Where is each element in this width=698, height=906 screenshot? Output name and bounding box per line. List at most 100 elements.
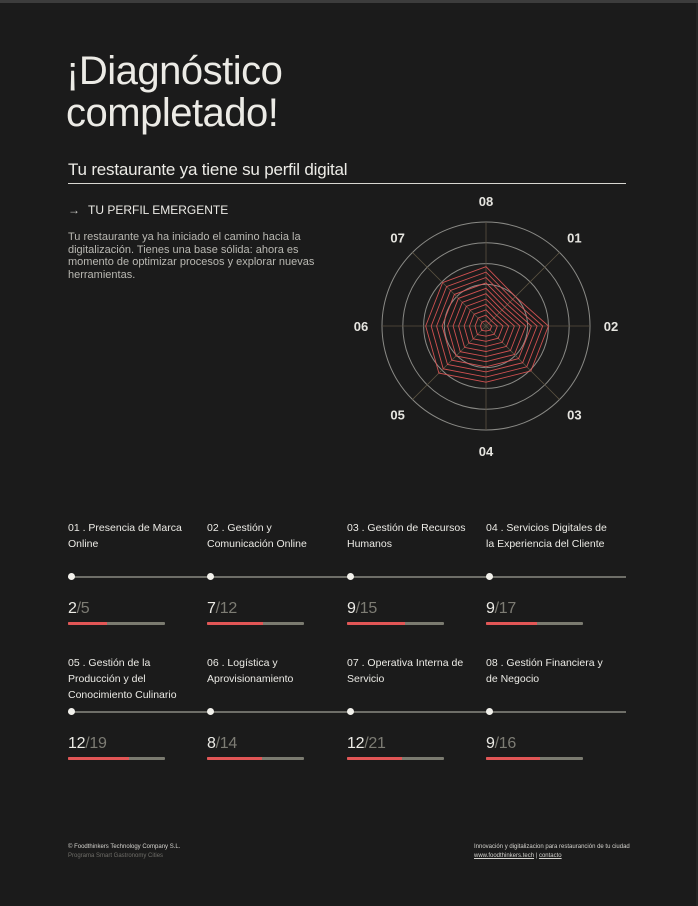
score-progress-bar: [486, 757, 583, 760]
score-value: 9: [486, 735, 495, 752]
score-value: 9: [347, 600, 356, 617]
score-progress-fill: [486, 622, 538, 625]
footer-links: www.foodthinkers.tech | contacto: [474, 852, 630, 861]
timeline-dot: [207, 573, 214, 580]
category-name: 08 . Gestión Financiera y de Negocio: [486, 657, 603, 685]
score-value: 9: [486, 600, 495, 617]
score-progress-fill: [68, 622, 107, 625]
radar-axis-line: [485, 252, 560, 327]
category-row-2: 05 . Gestión de la Producción y del Cono…: [68, 655, 626, 770]
score-max: /17: [494, 600, 517, 617]
score-value: 8: [207, 735, 216, 752]
profile-heading: → TU PERFIL EMERGENTE: [68, 203, 228, 217]
score-progress-fill: [207, 757, 263, 760]
category-name: 06 . Logística y Aprovisionamiento: [207, 657, 294, 685]
category-score: 2/5: [68, 600, 90, 618]
radar-polygon: [425, 266, 549, 383]
category-score: 9/16: [486, 735, 516, 753]
radar-chart-svg: 01 02 03 04 05 06 07 08: [354, 194, 618, 459]
arrow-right-icon: →: [68, 203, 80, 217]
timeline-dot: [486, 573, 493, 580]
contact-link[interactable]: contacto: [538, 853, 562, 859]
category-score: 7/12: [207, 600, 237, 618]
radar-grid: [381, 221, 591, 431]
score-max: /15: [355, 600, 378, 617]
radar-axis-label-04: 04: [479, 444, 494, 459]
radar-axis-label-01: 01: [567, 231, 581, 246]
radar-axis-line: [412, 252, 487, 327]
footer-right: Innovación y digitalizacion para restaur…: [474, 843, 630, 861]
radar-axis-label-03: 03: [567, 407, 581, 422]
window-top-bar: [0, 0, 698, 3]
category-score: 12/19: [68, 735, 107, 753]
profile-description: Tu restaurante ya ha iniciado el camino …: [68, 231, 315, 281]
radar-axis-label-02: 02: [604, 319, 618, 334]
score-value: 2: [68, 600, 77, 617]
radar-polygon: [463, 303, 510, 347]
score-progress-bar: [68, 757, 165, 760]
category-name: 03 . Gestión de Recursos Humanos: [347, 522, 466, 550]
score-progress-bar: [347, 622, 444, 625]
footer-copyright: © Foodthinkers Technology Company S.L.: [68, 844, 181, 850]
footer-program: Programa Smart Gastronomy Cities: [68, 853, 164, 859]
score-value: 12: [68, 735, 86, 752]
radar-polygon: [474, 314, 498, 337]
radar-axis-label-06: 06: [354, 319, 368, 334]
page-title: ¡Diagnóstico completado!: [66, 49, 283, 135]
page-title-line2: completado!: [66, 91, 279, 135]
radar-axis-label-08: 08: [479, 194, 493, 209]
score-progress-fill: [68, 757, 130, 760]
category-name: 05 . Gestión de la Producción y del Cono…: [68, 657, 177, 701]
category-score: 9/15: [347, 600, 377, 618]
timeline-dot: [347, 708, 354, 715]
score-max: /14: [215, 735, 238, 752]
radar-axis-label-05: 05: [390, 407, 404, 422]
radar-polygon: [436, 276, 538, 373]
score-progress-bar: [207, 622, 304, 625]
footer-left: © Foodthinkers Technology Company S.L. P…: [68, 843, 180, 861]
score-max: /16: [494, 735, 517, 752]
profile-heading-label: TU PERFIL EMERGENTE: [88, 203, 229, 217]
scrollbar-edge[interactable]: [696, 3, 698, 906]
radar-polygon: [469, 309, 504, 342]
timeline-dot: [486, 708, 493, 715]
category-score: 9/17: [486, 600, 516, 618]
radar-polygon: [480, 320, 493, 332]
radar-polygon: [441, 282, 532, 368]
score-value: 7: [207, 600, 216, 617]
score-max: /21: [364, 735, 386, 752]
category-score: 12/21: [347, 735, 386, 753]
score-progress-bar: [207, 757, 304, 760]
footer-tagline: Innovación y digitalizacion para restaur…: [474, 844, 630, 850]
timeline-dot: [68, 573, 75, 580]
radar-chart: 01 02 03 04 05 06 07 08: [340, 190, 630, 465]
category-score: 8/14: [207, 735, 237, 753]
page-subtitle: Tu restaurante ya tiene su perfil digita…: [68, 160, 348, 179]
category-name: 04 . Servicios Digitales de la Experienc…: [486, 522, 607, 550]
radar-polygon: [447, 287, 527, 363]
score-max: /12: [215, 600, 238, 617]
category-row-1: 01 . Presencia de Marca Online 2/5 02 . Ge…: [68, 520, 626, 635]
timeline-dot: [207, 708, 214, 715]
score-max: /19: [85, 735, 107, 752]
score-progress-bar: [347, 757, 444, 760]
link-separator: |: [534, 853, 539, 859]
radar-polygon: [452, 293, 521, 358]
website-link[interactable]: www.foodthinkers.tech: [474, 853, 535, 859]
radar-axis-line: [412, 325, 487, 400]
header-divider: [68, 183, 626, 184]
score-value: 12: [347, 735, 365, 752]
radar-axis-labels: 01 02 03 04 05 06 07 08: [354, 194, 618, 459]
radar-series: [425, 266, 549, 383]
score-progress-fill: [207, 622, 264, 625]
score-max: /5: [76, 600, 90, 617]
page-title-line1: ¡Diagnóstico: [66, 49, 283, 93]
score-progress-fill: [347, 757, 403, 760]
timeline-dot: [68, 708, 75, 715]
category-name: 01 . Presencia de Marca Online: [68, 522, 182, 550]
score-progress-fill: [486, 757, 541, 760]
score-progress-fill: [347, 622, 406, 625]
category-name: 02 . Gestión y Comunicación Online: [207, 522, 307, 550]
score-progress-bar: [486, 622, 583, 625]
timeline-dot: [347, 573, 354, 580]
